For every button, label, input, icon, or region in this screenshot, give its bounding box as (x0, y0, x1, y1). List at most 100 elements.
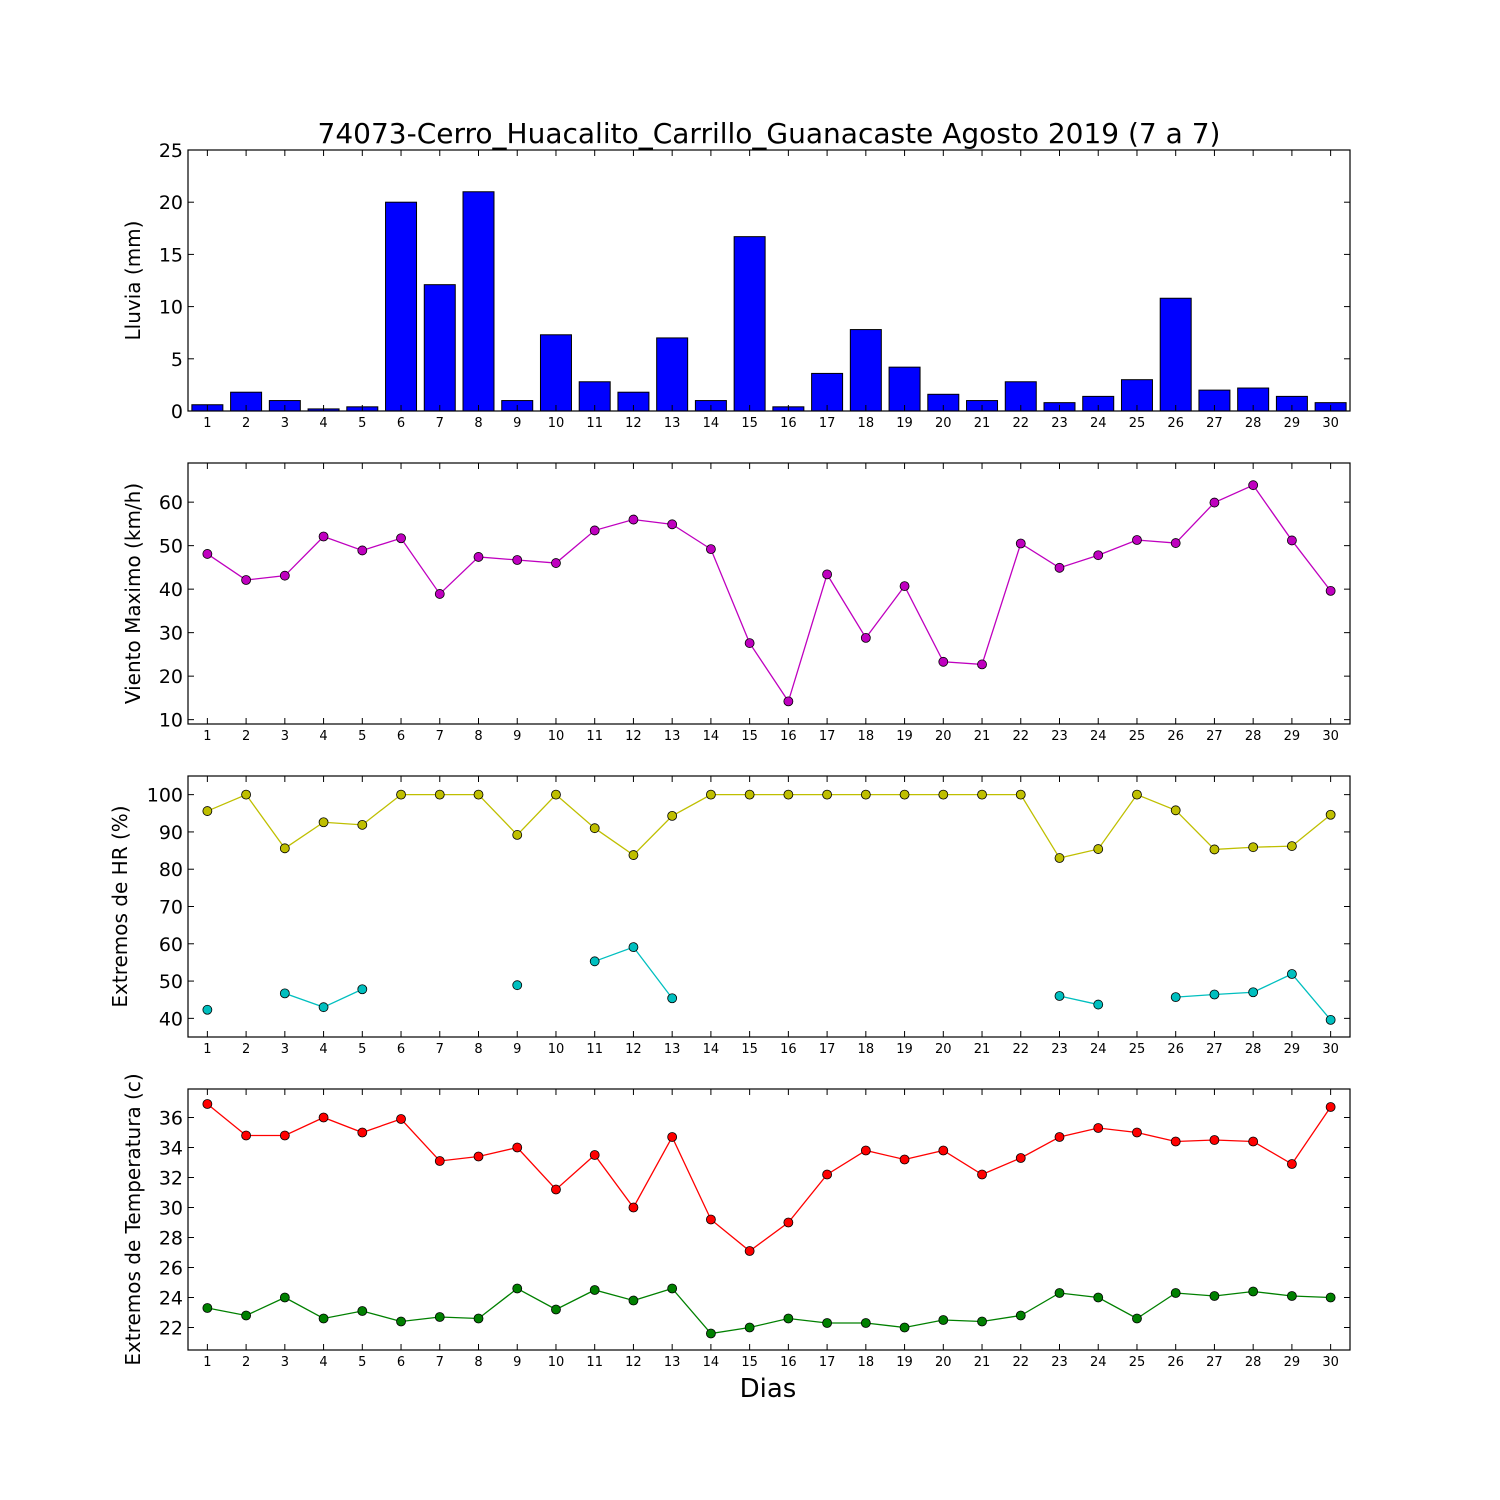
data-point (318, 531, 329, 542)
x-tick-label: 16 (780, 729, 797, 744)
data-point (318, 817, 329, 828)
data-point (860, 789, 871, 800)
x-tick-label: 29 (1284, 1042, 1301, 1057)
data-point (241, 1310, 252, 1321)
data-point (783, 789, 794, 800)
data-point (434, 789, 445, 800)
data-point (512, 555, 523, 565)
data-point (241, 789, 252, 800)
data-point (1248, 1286, 1259, 1297)
x-tick-label: 15 (741, 1042, 758, 1057)
data-point (1015, 1153, 1026, 1163)
bar (385, 201, 418, 412)
data-point (706, 789, 716, 800)
x-tick-label: 28 (1245, 1355, 1262, 1370)
x-tick-label: 29 (1284, 416, 1301, 431)
y-tick-label: 20 (159, 192, 183, 214)
x-tick-label: 18 (858, 1355, 875, 1370)
x-tick-label: 6 (397, 1355, 405, 1370)
y-tick-label: 0 (171, 401, 183, 423)
x-tick-label: 10 (548, 1355, 565, 1370)
data-point (822, 1318, 832, 1328)
data-point (938, 1145, 949, 1156)
x-tick-label: 21 (974, 729, 991, 744)
x-tick-label: 12 (625, 416, 642, 431)
data-point (512, 830, 523, 840)
x-tick-label: 5 (358, 1355, 366, 1370)
x-tick-label: 24 (1090, 729, 1107, 744)
bar (1004, 381, 1037, 412)
x-tick-label: 18 (858, 729, 875, 744)
data-point (1093, 1292, 1104, 1303)
data-point (357, 1127, 368, 1138)
y-axis-label: Extremos de HR (%) (108, 805, 132, 1007)
x-tick-label: 3 (281, 1042, 289, 1057)
data-point (202, 1004, 213, 1015)
data-point (860, 1318, 871, 1328)
data-point (628, 942, 639, 953)
x-tick-label: 17 (819, 1355, 836, 1370)
data-point (1325, 809, 1336, 820)
data-point (1015, 789, 1026, 800)
x-tick-label: 27 (1206, 416, 1223, 431)
x-tick-label: 16 (780, 1355, 797, 1370)
data-point (860, 1145, 871, 1156)
x-tick-label: 27 (1206, 1042, 1223, 1057)
data-point (822, 1169, 832, 1180)
y-tick-label: 20 (159, 666, 183, 688)
series-line (207, 1287, 1331, 1335)
series-line (206, 1103, 1332, 1252)
x-tick-label: 12 (625, 1355, 642, 1370)
x-tick-label: 30 (1322, 729, 1339, 744)
data-point (1248, 987, 1259, 998)
data-point (589, 1285, 600, 1295)
x-tick-label: 21 (974, 416, 991, 431)
data-point (1209, 1291, 1220, 1301)
data-point (1170, 1136, 1181, 1147)
data-point (1132, 789, 1142, 800)
x-tick-label: 15 (741, 729, 758, 744)
data-point (744, 1322, 755, 1333)
y-tick-label: 10 (159, 710, 183, 732)
data-point (357, 1306, 368, 1316)
x-tick-label: 4 (319, 729, 327, 744)
x-tick-label: 27 (1206, 729, 1223, 744)
data-point (202, 1099, 213, 1109)
data-point (551, 789, 561, 800)
x-tick-label: 18 (858, 1042, 875, 1057)
x-tick-label: 1 (203, 416, 211, 431)
data-point (1170, 805, 1181, 816)
data-point (357, 819, 368, 830)
x-tick-label: 15 (741, 1355, 758, 1370)
x-tick-label: 25 (1129, 729, 1146, 744)
data-point (783, 1313, 794, 1324)
data-point (899, 581, 910, 592)
bar (656, 337, 689, 412)
x-tick-label: 25 (1129, 416, 1146, 431)
data-point (357, 545, 368, 556)
x-tick-label: 6 (397, 416, 405, 431)
x-tick-label: 13 (664, 416, 681, 431)
data-point (783, 696, 794, 707)
x-tick-label: 17 (819, 1042, 836, 1057)
y-tick-label: 36 (159, 1108, 183, 1130)
y-tick-label: 30 (159, 623, 183, 645)
x-tick-label: 20 (935, 1355, 952, 1370)
y-tick-label: 5 (171, 349, 183, 371)
x-tick-label: 7 (436, 729, 444, 744)
data-point (706, 1328, 716, 1339)
data-point (202, 1303, 213, 1313)
x-axis-label: Dias (740, 1374, 797, 1404)
data-point (1054, 991, 1065, 1001)
x-tick-label: 22 (1012, 1355, 1029, 1370)
x-tick-label: 8 (474, 1355, 482, 1370)
data-point (396, 533, 406, 544)
y-tick-label: 15 (159, 244, 183, 266)
data-point (589, 956, 600, 967)
y-tick-label: 70 (159, 897, 183, 919)
plot-frame (187, 1088, 1351, 1351)
y-axis-label: Viento Maximo (km/h) (121, 483, 145, 704)
x-tick-label: 20 (935, 729, 952, 744)
